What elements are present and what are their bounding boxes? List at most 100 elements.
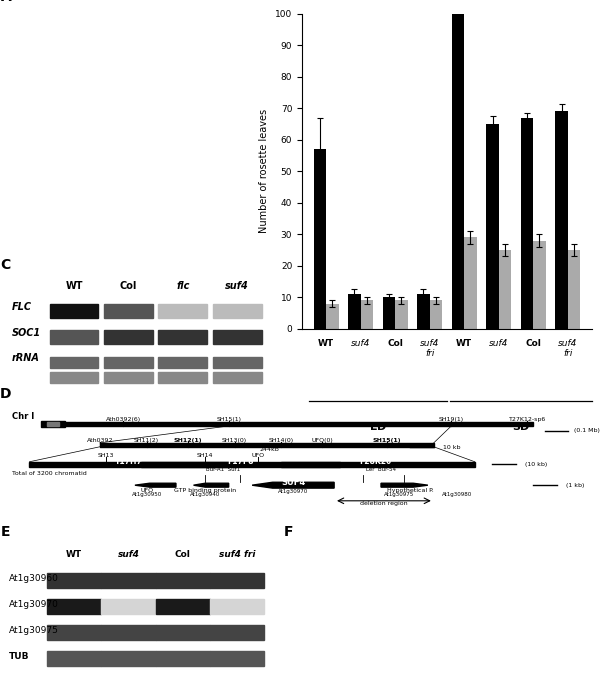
Text: SH12(1): SH12(1) [173,438,202,443]
Circle shape [355,630,370,636]
Bar [395,301,408,329]
Text: UFO(0): UFO(0) [312,438,333,443]
Circle shape [427,636,449,646]
Bar [533,240,545,329]
Bar [47,422,59,426]
Circle shape [427,619,449,629]
Bar [158,372,207,383]
Text: SH19(1): SH19(1) [439,416,464,422]
Bar [47,573,101,588]
Bar [104,304,153,318]
Text: 10 kb: 10 kb [443,445,460,450]
Text: At1g30975: At1g30975 [8,625,59,634]
Text: C: C [1,258,11,272]
Bar [210,651,265,666]
Circle shape [351,625,366,632]
Circle shape [559,588,571,593]
Bar [50,358,98,369]
Bar [486,124,499,329]
FancyArrow shape [135,483,176,487]
Circle shape [445,636,467,646]
Bar [100,443,434,447]
Text: At1g30950: At1g30950 [132,492,162,497]
Bar [101,651,156,666]
Circle shape [545,636,561,642]
Bar [158,358,207,369]
Circle shape [533,636,548,642]
Bar [104,358,153,369]
Bar [156,573,210,588]
Bar [47,651,101,666]
Bar [47,599,101,614]
Text: Chr I: Chr I [12,412,34,421]
Bar [429,301,442,329]
Text: At1g30970: At1g30970 [8,599,59,608]
Text: At1g30970: At1g30970 [278,489,308,494]
Bar [50,330,98,344]
Text: WT: WT [65,282,83,292]
Bar [101,625,156,640]
Text: SH13: SH13 [97,453,114,458]
Text: SOC1: SOC1 [11,328,40,338]
Circle shape [316,633,332,640]
Text: SH15(1): SH15(1) [373,438,401,443]
Bar [349,294,361,329]
Bar [452,14,464,329]
Text: At1g30940: At1g30940 [190,492,220,497]
Text: Total of 3200 chromatid: Total of 3200 chromatid [12,471,86,476]
Text: LD: LD [370,422,386,432]
Bar [213,330,262,344]
Text: SH14(0): SH14(0) [269,438,294,443]
Text: At1g30975: At1g30975 [384,492,414,497]
Bar [104,372,153,383]
Text: 244kb: 244kb [260,447,280,452]
Text: D: D [0,386,11,401]
Bar [101,573,156,588]
Text: T27K12-sp6: T27K12-sp6 [509,416,546,422]
Text: Col: Col [120,282,137,292]
Text: At1g30960: At1g30960 [8,573,59,582]
Text: suf4: suf4 [117,550,140,559]
Bar [417,294,429,329]
Text: FLC: FLC [11,303,31,312]
Text: SH11(2): SH11(2) [134,438,159,443]
Text: (10 kb): (10 kb) [524,462,547,467]
Text: F: F [284,525,294,539]
Text: WT: WT [33,247,50,256]
Circle shape [353,588,365,593]
Circle shape [445,619,467,629]
Circle shape [545,623,561,630]
Text: F17F8: F17F8 [227,458,254,466]
Bar [313,149,326,329]
Circle shape [412,623,434,632]
Text: flc: flc [170,247,184,256]
Bar [210,625,265,640]
Bar [568,250,580,329]
Circle shape [412,633,434,643]
FancyArrow shape [381,483,428,487]
Bar [30,462,229,467]
Bar [101,599,156,614]
Bar [213,304,262,318]
Text: SUF4: SUF4 [281,478,305,487]
Text: GTP binding protein: GTP binding protein [174,488,236,493]
Text: (0.1 Mb): (0.1 Mb) [574,428,600,433]
Circle shape [522,625,537,632]
FancyArrow shape [193,483,229,487]
Bar [41,421,65,427]
Bar [158,330,207,344]
Bar [104,330,153,344]
Circle shape [556,625,571,632]
Text: deletion region: deletion region [360,501,408,506]
Text: SD: SD [513,422,530,432]
Circle shape [518,630,533,636]
Text: Col: Col [175,550,191,559]
Text: T17H7: T17H7 [115,458,143,466]
Text: SH13(0): SH13(0) [222,438,247,443]
Bar [141,462,340,467]
Circle shape [559,604,571,609]
Bar [47,625,101,640]
Text: flc: flc [176,282,190,292]
Text: suf4: suf4 [225,282,249,292]
Text: Bur-A1  Suf1: Bur-A1 Suf1 [206,467,240,472]
